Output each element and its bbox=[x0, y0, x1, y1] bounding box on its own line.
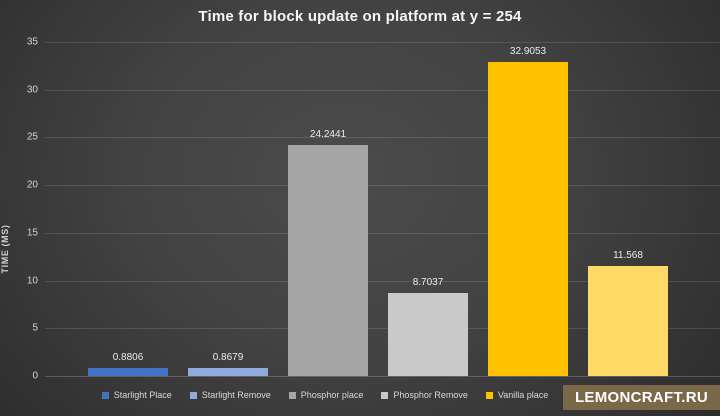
bar-slot: 11.568 bbox=[578, 42, 678, 376]
bar-value-label: 32.9053 bbox=[509, 46, 547, 57]
bar bbox=[188, 368, 268, 376]
legend-label: Vanilla place bbox=[497, 390, 549, 400]
legend-swatch bbox=[485, 391, 493, 399]
gridline bbox=[45, 280, 720, 282]
bar bbox=[88, 368, 168, 376]
legend-item: Starlight Place bbox=[101, 390, 172, 400]
gridline bbox=[45, 232, 720, 234]
legend-swatch bbox=[288, 391, 296, 399]
y-tick-label: 15 bbox=[26, 227, 38, 239]
bar-value-label: 0.8679 bbox=[212, 352, 244, 363]
legend-label: Starlight Place bbox=[113, 390, 172, 400]
bar-value-label: 24.2441 bbox=[309, 129, 347, 140]
y-tick-label: 20 bbox=[26, 179, 38, 191]
bars-container: 0.8806 0.8679 24.2441 8.7037 32.9053 11.568 bbox=[78, 42, 678, 376]
legend-item: Vanilla place bbox=[485, 390, 549, 400]
bar-slot: 8.7037 bbox=[378, 42, 478, 376]
legend-label: Starlight Remove bbox=[201, 390, 271, 400]
y-axis-title: TIME (MS) bbox=[0, 224, 10, 274]
bar bbox=[488, 62, 568, 376]
plot-area: 0 5 10 15 20 25 30 35 TIME (MS) 0.8806 0.8679 24.… bbox=[0, 37, 720, 382]
bar-slot: 0.8806 bbox=[78, 42, 178, 376]
legend-label: Phosphor place bbox=[300, 390, 364, 400]
gridline bbox=[45, 328, 720, 330]
bar-slot: 0.8679 bbox=[178, 42, 278, 376]
legend-item: Phosphor Remove bbox=[381, 390, 468, 400]
legend-label: Phosphor Remove bbox=[393, 390, 468, 400]
gridline bbox=[45, 42, 720, 43]
legend-swatch bbox=[381, 391, 389, 399]
y-tick-label: 25 bbox=[26, 131, 38, 143]
gridline bbox=[45, 89, 720, 91]
bar bbox=[588, 266, 668, 376]
bar bbox=[288, 145, 368, 376]
y-tick-label: 35 bbox=[26, 36, 38, 48]
legend-swatch bbox=[101, 391, 109, 399]
y-tick-label: 30 bbox=[26, 84, 38, 96]
bar-value-label: 11.568 bbox=[613, 250, 643, 261]
gridline bbox=[45, 376, 720, 377]
legend-item: Starlight Remove bbox=[189, 390, 271, 400]
gridline bbox=[45, 137, 720, 139]
y-tick-label: 0 bbox=[32, 370, 38, 382]
bar-value-label: 0.8806 bbox=[112, 352, 144, 363]
bar-slot: 24.2441 bbox=[278, 42, 378, 376]
legend-swatch bbox=[189, 391, 197, 399]
chart-title: Time for block update on platform at y =… bbox=[198, 8, 522, 25]
bar bbox=[388, 293, 468, 376]
y-tick-label: 10 bbox=[26, 275, 38, 287]
gridline bbox=[45, 185, 720, 187]
y-tick-label: 5 bbox=[32, 322, 38, 334]
bar-slot: 32.9053 bbox=[478, 42, 578, 376]
watermark-badge: LEMONCRAFT.RU bbox=[563, 385, 720, 410]
legend-item: Phosphor place bbox=[288, 390, 364, 400]
bar-value-label: 8.7037 bbox=[412, 277, 444, 288]
